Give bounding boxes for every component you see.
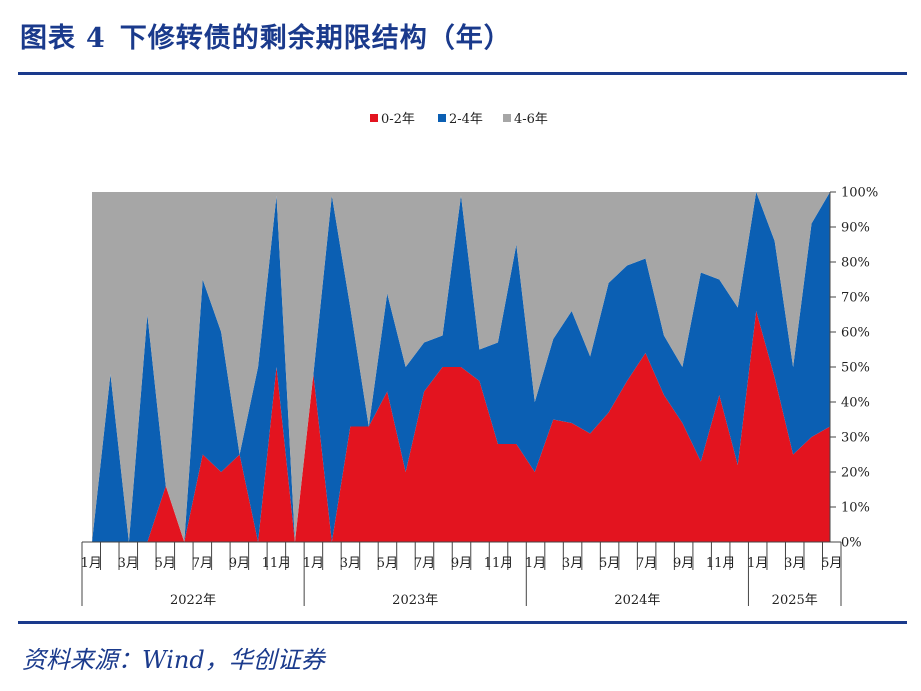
- x-tick-label: 1月: [525, 556, 546, 571]
- x-tick-label: 7月: [414, 556, 435, 571]
- legend-swatch-2: [503, 114, 511, 122]
- x-tick-label: 5月: [377, 556, 398, 571]
- figure-title-text: 下修转债的剩余期限结构（年）: [119, 23, 512, 54]
- y-tick-label: 40%: [841, 396, 870, 411]
- chart: 0% 10% 20% 30% 40% 50% 60% 70% 80% 90% 100% 1月 3月 5月 7…: [81, 112, 879, 608]
- y-tick-label: 0%: [841, 536, 862, 551]
- x-tick-label: 9月: [673, 556, 694, 571]
- series-area-1: [92, 192, 830, 542]
- figure-number: 4: [86, 23, 106, 54]
- x-tick-label: 3月: [784, 556, 805, 571]
- year-label: 2024年: [614, 593, 660, 608]
- legend-label-1: 2-4年: [449, 112, 483, 127]
- x-tick-label: 3月: [562, 556, 583, 571]
- x-tick-label: 1月: [81, 556, 102, 571]
- year-label: 2025年: [772, 593, 818, 608]
- y-tick-label: 30%: [841, 431, 870, 446]
- legend-swatch-1: [438, 114, 446, 122]
- figure-title: 图表 4 下修转债的剩余期限结构（年）: [20, 16, 512, 55]
- x-tick-label: 5月: [599, 556, 620, 571]
- x-tick-label: 3月: [340, 556, 361, 571]
- x-tick-label: 1月: [303, 556, 324, 571]
- legend-label-2: 4-6年: [514, 112, 548, 127]
- x-tick-label: 5月: [155, 556, 176, 571]
- year-label: 2023年: [392, 593, 438, 608]
- title-rule: [18, 72, 907, 75]
- legend-label-0: 0-2年: [381, 112, 415, 127]
- y-tick-label: 80%: [841, 256, 870, 271]
- footer-rule: [18, 621, 907, 624]
- x-tick-label: 11月: [262, 556, 292, 571]
- x-tick-label: 5月: [821, 556, 842, 571]
- x-tick-label: 1月: [747, 556, 768, 571]
- source-note: 资料来源：Wind，华创证券: [22, 646, 325, 674]
- legend-swatch-0: [370, 114, 378, 122]
- y-tick-label: 100%: [841, 186, 878, 201]
- x-tick-label: 7月: [636, 556, 657, 571]
- y-tick-label: 50%: [841, 361, 870, 376]
- series-area-0: [92, 311, 830, 542]
- x-tick-label: 11月: [484, 556, 514, 571]
- x-tick-label: 3月: [118, 556, 139, 571]
- figure-label: 图表: [20, 23, 76, 54]
- y-tick-label: 10%: [841, 501, 870, 516]
- x-tick-label: 9月: [229, 556, 250, 571]
- y-tick-label: 20%: [841, 466, 870, 481]
- x-tick-label: 7月: [192, 556, 213, 571]
- x-tick-label: 11月: [706, 556, 736, 571]
- series-area-2: [92, 192, 830, 542]
- year-label: 2022年: [170, 593, 216, 608]
- y-tick-label: 90%: [841, 221, 870, 236]
- y-tick-label: 70%: [841, 291, 870, 306]
- y-tick-label: 60%: [841, 326, 870, 341]
- x-tick-label: 9月: [451, 556, 472, 571]
